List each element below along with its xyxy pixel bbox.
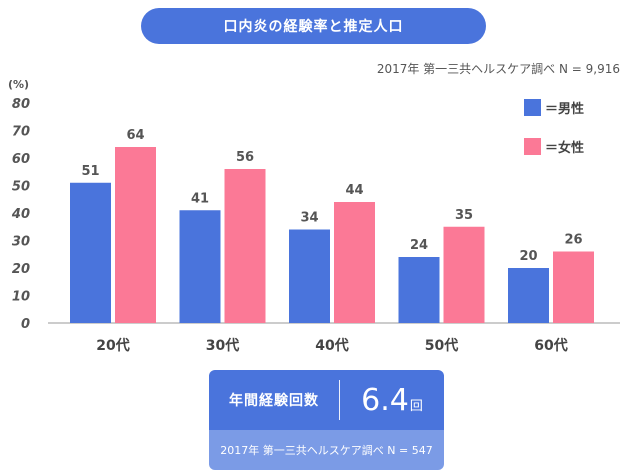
chart-title: 口内炎の経験率と推定人口 (141, 8, 486, 44)
summary-main: 年間経験回数 6.4回 (209, 370, 444, 430)
bar (115, 147, 156, 323)
data-label: 56 (236, 150, 254, 165)
summary-divider (339, 380, 340, 420)
legend-swatch (524, 138, 541, 155)
summary-unit: 回 (409, 398, 423, 414)
x-tick-label: 30代 (206, 337, 239, 354)
y-tick-label: 80 (12, 97, 30, 112)
x-tick-label: 60代 (534, 337, 567, 354)
data-label: 34 (300, 211, 318, 226)
bar (70, 182, 111, 323)
y-tick-label: 10 (12, 290, 30, 305)
data-label: 20 (519, 249, 537, 264)
summary-value: 6.4 (361, 382, 409, 418)
data-label: 51 (81, 164, 99, 179)
data-label: 24 (410, 238, 428, 253)
bar (398, 257, 440, 323)
y-tick-label: 40 (11, 207, 30, 222)
y-tick-label: 0 (21, 317, 30, 332)
y-tick-label: 30 (12, 235, 30, 250)
bar (553, 251, 594, 323)
x-tick-label: 50代 (425, 337, 458, 354)
bar (508, 268, 549, 323)
summary-label: 年間経験回数 (229, 393, 319, 409)
summary-value-group: 6.4回 (340, 383, 444, 418)
y-tick-label: 70 (12, 125, 30, 140)
y-tick-label: 20 (12, 262, 30, 277)
bar (334, 202, 375, 323)
y-tick-label: 60 (12, 152, 30, 167)
legend-label: ＝男性 (545, 101, 584, 117)
y-tick-label: 50 (12, 180, 30, 195)
data-label: 26 (564, 233, 582, 248)
data-label: 41 (191, 191, 209, 206)
x-tick-label: 20代 (96, 337, 129, 354)
legend-label: ＝女性 (545, 140, 584, 156)
summary-box: 年間経験回数 6.4回 2017年 第一三共ヘルスケア調べ N = 547 (209, 370, 444, 470)
data-label: 64 (126, 128, 144, 143)
bar (224, 169, 266, 323)
data-label: 44 (345, 183, 363, 198)
legend-swatch (524, 99, 541, 116)
x-tick-label: 40代 (315, 337, 348, 354)
data-label: 35 (455, 208, 473, 223)
bar (443, 226, 485, 323)
y-axis-label: (%) (8, 78, 29, 91)
summary-source: 2017年 第一三共ヘルスケア調べ N = 547 (209, 430, 444, 470)
source-note: 2017年 第一三共ヘルスケア調べ N = 9,916 (376, 62, 620, 76)
bar (289, 229, 330, 323)
bar (179, 210, 221, 323)
